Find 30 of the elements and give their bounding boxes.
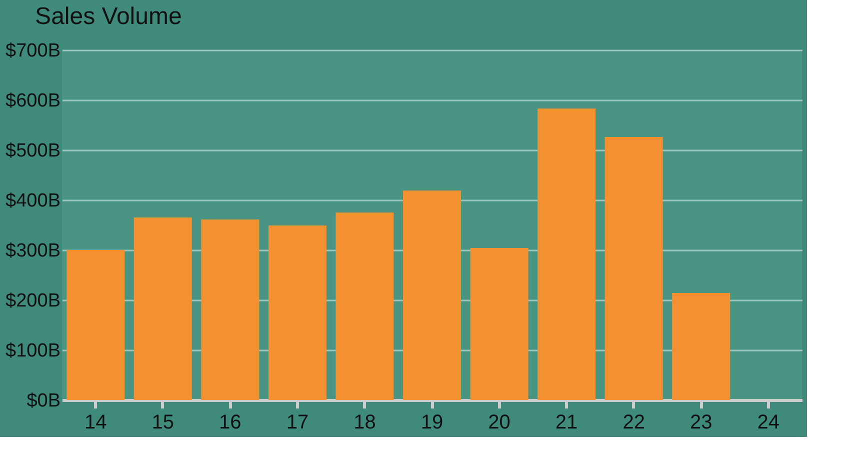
x-tick-label: 16 (219, 412, 242, 434)
y-tick-label: $500B (6, 140, 60, 162)
bar (403, 190, 461, 400)
y-tick-label: $0B (26, 390, 60, 412)
y-tick-label: $700B (6, 40, 60, 62)
x-tick-label: 23 (690, 412, 712, 434)
x-tick-label: 24 (757, 412, 780, 434)
bar (470, 248, 528, 400)
bar (538, 108, 596, 400)
bar (66, 250, 125, 400)
x-tick-label: 21 (555, 412, 578, 434)
y-tick-label: $100B (6, 340, 60, 362)
x-tick-label: 20 (488, 412, 510, 434)
x-tick-label: 18 (354, 412, 376, 434)
x-tick-label: 19 (420, 412, 444, 434)
x-tick-label: 22 (622, 412, 645, 434)
y-tick-label: $600B (6, 90, 60, 112)
bar (604, 137, 663, 400)
y-tick-label: $400B (6, 190, 60, 212)
chart-title: Sales Volume (35, 3, 182, 30)
bar (672, 293, 730, 400)
x-tick-label: 15 (152, 412, 174, 434)
bar (201, 220, 260, 400)
x-tick-label: 17 (286, 412, 309, 434)
bar (336, 212, 394, 400)
y-tick-label: $200B (6, 290, 60, 312)
bar (268, 226, 326, 400)
x-tick-label: 14 (84, 412, 107, 434)
bar (134, 218, 192, 400)
y-tick-label: $300B (6, 240, 60, 262)
